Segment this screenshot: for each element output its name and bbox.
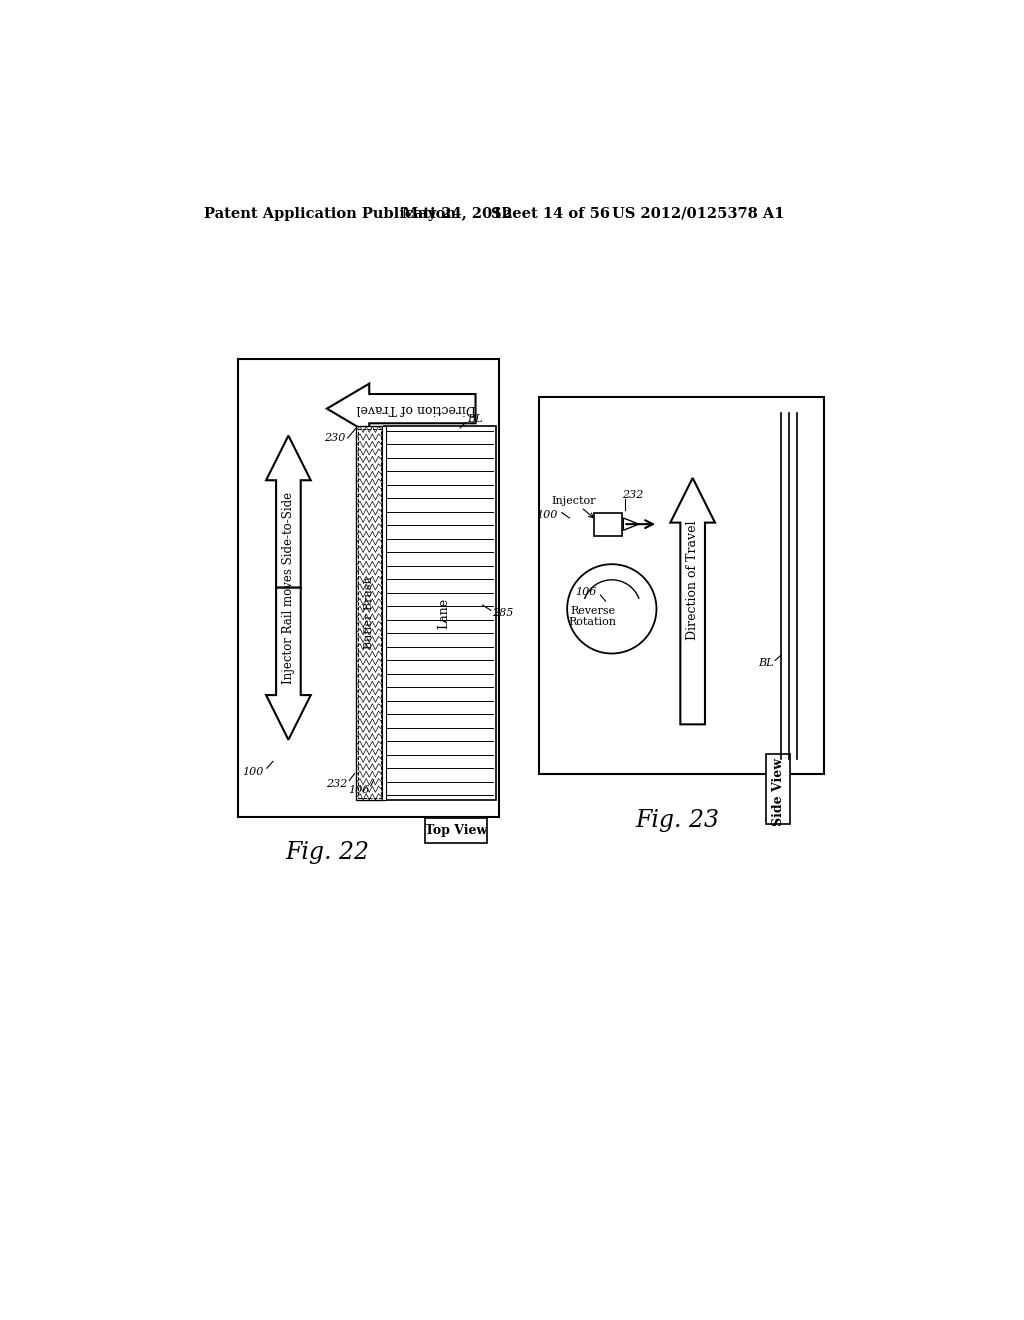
Text: Direction of Travel: Direction of Travel xyxy=(686,520,699,640)
Text: 232: 232 xyxy=(622,490,643,500)
Text: Lane: Lane xyxy=(437,598,451,628)
Text: Fig. 22: Fig. 22 xyxy=(285,841,369,865)
Text: BL: BL xyxy=(758,657,773,668)
Bar xyxy=(766,755,791,824)
Text: 230: 230 xyxy=(324,433,345,444)
Circle shape xyxy=(567,564,656,653)
Text: Side View: Side View xyxy=(772,758,784,826)
Text: Injector Rail moves Side-to-Side: Injector Rail moves Side-to-Side xyxy=(282,491,295,684)
Text: Direction of Travel: Direction of Travel xyxy=(357,403,476,416)
Text: Buffer Brush: Buffer Brush xyxy=(365,577,374,649)
Text: 285: 285 xyxy=(493,607,514,618)
Text: Fig. 23: Fig. 23 xyxy=(635,809,719,832)
Bar xyxy=(357,429,381,797)
Bar xyxy=(239,359,499,817)
Bar xyxy=(384,426,496,800)
Text: 100: 100 xyxy=(243,767,264,777)
Text: BL: BL xyxy=(467,413,482,424)
Text: Reverse
Rotation: Reverse Rotation xyxy=(568,606,616,627)
Text: Patent Application Publication: Patent Application Publication xyxy=(204,207,456,220)
Text: Top View: Top View xyxy=(425,824,487,837)
Text: 100: 100 xyxy=(537,510,558,520)
Text: 106: 106 xyxy=(348,785,370,795)
Bar xyxy=(594,512,622,536)
Text: 106: 106 xyxy=(575,587,596,597)
Text: May 24, 2012: May 24, 2012 xyxy=(401,207,512,220)
Bar xyxy=(356,426,382,800)
FancyArrow shape xyxy=(266,436,310,587)
Text: 232: 232 xyxy=(327,779,348,789)
Text: US 2012/0125378 A1: US 2012/0125378 A1 xyxy=(611,207,784,220)
FancyArrow shape xyxy=(327,384,475,434)
Text: Injector: Injector xyxy=(551,496,596,506)
Text: Sheet 14 of 56: Sheet 14 of 56 xyxy=(490,207,610,220)
Bar xyxy=(425,818,487,843)
Bar xyxy=(539,397,823,775)
Bar xyxy=(382,426,386,800)
FancyArrow shape xyxy=(671,478,715,725)
FancyArrow shape xyxy=(266,587,310,739)
